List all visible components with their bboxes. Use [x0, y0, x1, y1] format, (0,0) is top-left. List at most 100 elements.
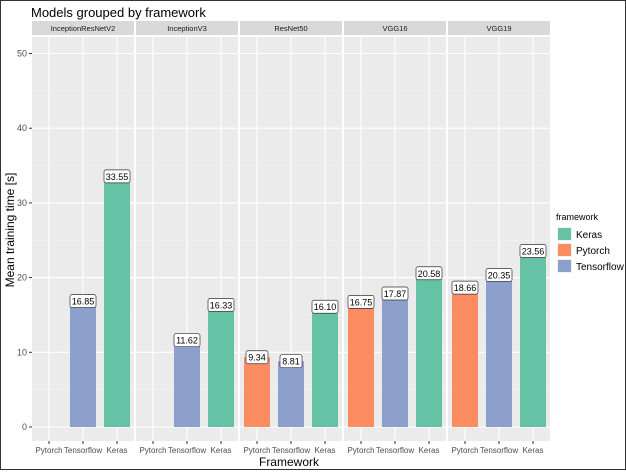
legend-item-pytorch: Pytorch — [557, 243, 610, 257]
data-label-text: 16.10 — [314, 302, 337, 312]
legend-swatch — [558, 228, 571, 240]
legend-label: Keras — [576, 230, 602, 241]
data-label-text: 9.34 — [248, 353, 266, 363]
x-tick-label: Pytorch — [451, 446, 478, 455]
data-label-text: 11.62 — [176, 336, 198, 346]
legend-swatch — [558, 260, 571, 272]
facet-panel-inceptionv3: InceptionV3 11.62 16.33 Pytorch Tensorflow Ke… — [136, 21, 238, 455]
bar-tensorflow — [70, 301, 96, 427]
facet-panel-inceptionresnetv2: InceptionResNetV2 16.85 33.55 Pytorch Tensor… — [32, 21, 134, 455]
data-label-box — [103, 169, 131, 184]
y-tick-label: 30 — [17, 198, 27, 208]
legend-item-tensorflow: Tensorflow — [557, 259, 625, 273]
x-tick-label: Keras — [211, 446, 232, 455]
y-tick-label: 40 — [17, 123, 27, 133]
x-tick-label: Tensorflow — [272, 446, 310, 455]
data-label: 11.62 — [173, 333, 201, 348]
facet-strip-label: InceptionResNetV2 — [51, 24, 116, 33]
data-label-box — [207, 298, 235, 312]
data-label: 16.10 — [311, 299, 339, 314]
x-tick-label: Pytorch — [139, 446, 166, 455]
data-label: 8.81 — [279, 354, 303, 369]
facet-panel-resnet50: ResNet50 9.34 8.81 16.10 Pytorch Tensorflow Ke… — [240, 21, 342, 455]
x-tick-label: Pytorch — [347, 446, 374, 455]
data-label: 23.56 — [519, 244, 547, 258]
data-label: 18.66 — [451, 280, 479, 295]
data-label-text: 16.85 — [72, 297, 95, 307]
data-label-box — [451, 280, 479, 295]
bar-keras — [104, 176, 130, 427]
y-tick-label: 0 — [22, 422, 27, 432]
legend: framework Keras Pytorch Tensorflow — [556, 212, 625, 273]
facet-strip-label: ResNet50 — [274, 24, 307, 33]
bar-keras — [312, 306, 338, 427]
bar-pytorch — [452, 287, 478, 427]
facet-strip — [136, 21, 238, 35]
data-label: 16.85 — [69, 294, 97, 308]
bar-pytorch — [348, 301, 374, 427]
x-tick-label: Tensorflow — [480, 446, 518, 455]
data-label: 16.33 — [207, 298, 235, 312]
facet-strip — [240, 21, 342, 35]
x-tick-label: Keras — [523, 446, 544, 455]
data-label-box — [485, 268, 513, 282]
legend-label: Pytorch — [576, 246, 610, 257]
facet-strip-label: VGG16 — [382, 24, 407, 33]
data-label-text: 17.87 — [384, 289, 407, 299]
bar-tensorflow — [486, 274, 512, 427]
y-axis-label: Mean training time [s] — [3, 173, 17, 288]
data-label: 20.58 — [415, 266, 443, 281]
chart-title: Models grouped by framework — [31, 5, 206, 20]
bar-tensorflow — [278, 361, 304, 427]
data-label-text: 20.58 — [418, 269, 441, 279]
bar-keras — [208, 305, 234, 427]
data-label-box — [381, 286, 409, 301]
data-label-box — [69, 294, 97, 308]
x-tick-label: Tensorflow — [168, 446, 206, 455]
facet-strip-label: InceptionV3 — [167, 24, 207, 33]
facet-strip — [448, 21, 550, 35]
data-label-text: 16.33 — [210, 301, 233, 311]
x-tick-label: Tensorflow — [64, 446, 102, 455]
y-tick-label: 20 — [17, 273, 27, 283]
legend-swatch — [558, 244, 571, 256]
x-tick-label: Tensorflow — [376, 446, 414, 455]
data-label-text: 18.66 — [454, 283, 477, 293]
y-tick-label: 50 — [17, 49, 27, 59]
facet-strip — [344, 21, 446, 35]
facet-strip — [32, 21, 134, 35]
x-tick-label: Pytorch — [35, 446, 62, 455]
data-label: 20.35 — [485, 268, 513, 282]
data-label-text: 8.81 — [282, 357, 300, 367]
x-tick-label: Pytorch — [243, 446, 270, 455]
y-tick-label: 10 — [17, 347, 27, 357]
data-label-box — [415, 266, 443, 281]
x-tick-label: Keras — [107, 446, 128, 455]
data-label-text: 16.75 — [350, 297, 373, 307]
x-axis-label: Framework — [259, 455, 320, 469]
bar-pytorch — [244, 357, 270, 427]
legend-label: Tensorflow — [576, 262, 625, 273]
x-tick-label: Keras — [419, 446, 440, 455]
data-label-box — [279, 354, 303, 369]
data-label-text: 20.35 — [488, 270, 511, 280]
facet-panel-vgg19: VGG19 18.66 20.35 23.56 Pytorch Tensorflow Ker… — [448, 21, 550, 455]
data-label: 16.75 — [347, 295, 375, 309]
data-label-text: 23.56 — [522, 247, 545, 257]
bar-tensorflow — [174, 340, 200, 427]
data-label-box — [245, 350, 269, 365]
bar-tensorflow — [382, 293, 408, 427]
x-tick-label: Keras — [315, 446, 336, 455]
data-label-box — [519, 244, 547, 258]
facet-panel-vgg16: VGG16 16.75 17.87 20.58 Pytorch Tensorflow Ker… — [344, 21, 446, 455]
data-label-box — [173, 333, 201, 348]
legend-title: framework — [556, 212, 599, 222]
data-label: 17.87 — [381, 286, 409, 301]
legend-item-keras: Keras — [557, 227, 602, 241]
data-label: 9.34 — [245, 350, 269, 365]
data-label-box — [347, 295, 375, 309]
bar-keras — [520, 251, 546, 427]
